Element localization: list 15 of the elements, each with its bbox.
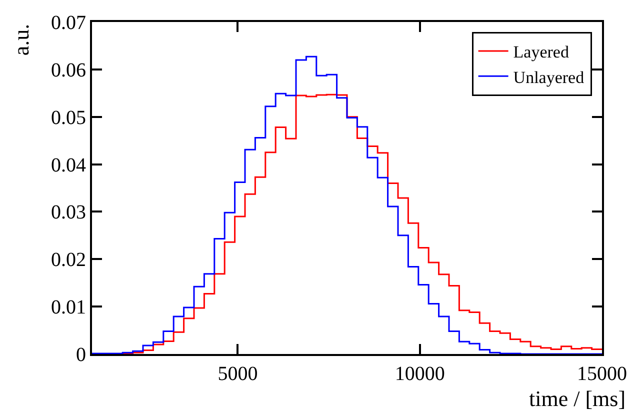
legend-label: Layered [513,42,570,62]
y-tick-label: 0.03 [51,202,86,224]
x-tick-label: 15000 [577,363,627,385]
y-tick-label: 0.02 [51,249,86,272]
legend-label: Unlayered [513,68,585,87]
y-tick-label: 0.01 [51,296,86,319]
y-tick-label: 0.05 [51,106,86,129]
y-axis-title: a.u. [8,24,34,56]
y-tick-label: 0 [76,344,86,366]
x-tick-label: 5000 [218,363,258,385]
x-tick-label: 10000 [394,363,445,385]
y-tick-label: 0.06 [51,59,86,82]
x-axis-title: time / [ms] [529,386,626,411]
y-tick-label: 0.04 [51,154,86,176]
y-tick-label: 0.07 [51,12,86,34]
